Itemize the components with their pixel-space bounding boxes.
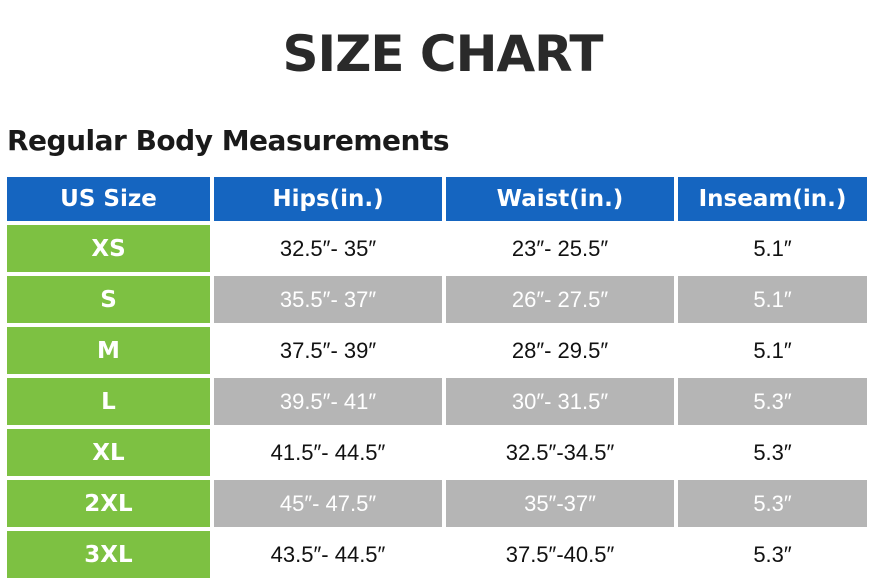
page-title: SIZE CHART (282, 25, 603, 83)
hips-cell: 32.5″- 35″ (212, 223, 444, 274)
table-row: S 35.5″- 37″ 26″- 27.5″ 5.1″ (5, 274, 869, 325)
table-row: 2XL 45″- 47.5″ 35″-37″ 5.3″ (5, 478, 869, 529)
hips-cell: 35.5″- 37″ (212, 274, 444, 325)
hips-cell: 45″- 47.5″ (212, 478, 444, 529)
size-cell: 3XL (5, 529, 212, 580)
header-inseam: Inseam(in.) (676, 175, 869, 223)
hips-cell: 43.5″- 44.5″ (212, 529, 444, 580)
inseam-cell: 5.1″ (676, 274, 869, 325)
hips-cell: 37.5″- 39″ (212, 325, 444, 376)
size-cell: S (5, 274, 212, 325)
header-us-size: US Size (5, 175, 212, 223)
inseam-cell: 5.3″ (676, 427, 869, 478)
waist-cell: 32.5″-34.5″ (444, 427, 676, 478)
waist-cell: 30″- 31.5″ (444, 376, 676, 427)
header-waist: Waist(in.) (444, 175, 676, 223)
inseam-cell: 5.1″ (676, 325, 869, 376)
size-cell: L (5, 376, 212, 427)
hips-cell: 39.5″- 41″ (212, 376, 444, 427)
size-chart-table: US Size Hips(in.) Waist(in.) Inseam(in.)… (5, 175, 869, 580)
waist-cell: 28″- 29.5″ (444, 325, 676, 376)
size-cell: 2XL (5, 478, 212, 529)
section-subtitle: Regular Body Measurements (7, 124, 450, 157)
inseam-cell: 5.1″ (676, 223, 869, 274)
table-row: XL 41.5″- 44.5″ 32.5″-34.5″ 5.3″ (5, 427, 869, 478)
table-row: XS 32.5″- 35″ 23″- 25.5″ 5.1″ (5, 223, 869, 274)
waist-cell: 35″-37″ (444, 478, 676, 529)
waist-cell: 23″- 25.5″ (444, 223, 676, 274)
size-cell: XL (5, 427, 212, 478)
waist-cell: 37.5″-40.5″ (444, 529, 676, 580)
inseam-cell: 5.3″ (676, 529, 869, 580)
size-cell: M (5, 325, 212, 376)
hips-cell: 41.5″- 44.5″ (212, 427, 444, 478)
size-cell: XS (5, 223, 212, 274)
waist-cell: 26″- 27.5″ (444, 274, 676, 325)
inseam-cell: 5.3″ (676, 376, 869, 427)
inseam-cell: 5.3″ (676, 478, 869, 529)
table-row: L 39.5″- 41″ 30″- 31.5″ 5.3″ (5, 376, 869, 427)
header-hips: Hips(in.) (212, 175, 444, 223)
table-row: 3XL 43.5″- 44.5″ 37.5″-40.5″ 5.3″ (5, 529, 869, 580)
table-header-row: US Size Hips(in.) Waist(in.) Inseam(in.) (5, 175, 869, 223)
table-row: M 37.5″- 39″ 28″- 29.5″ 5.1″ (5, 325, 869, 376)
